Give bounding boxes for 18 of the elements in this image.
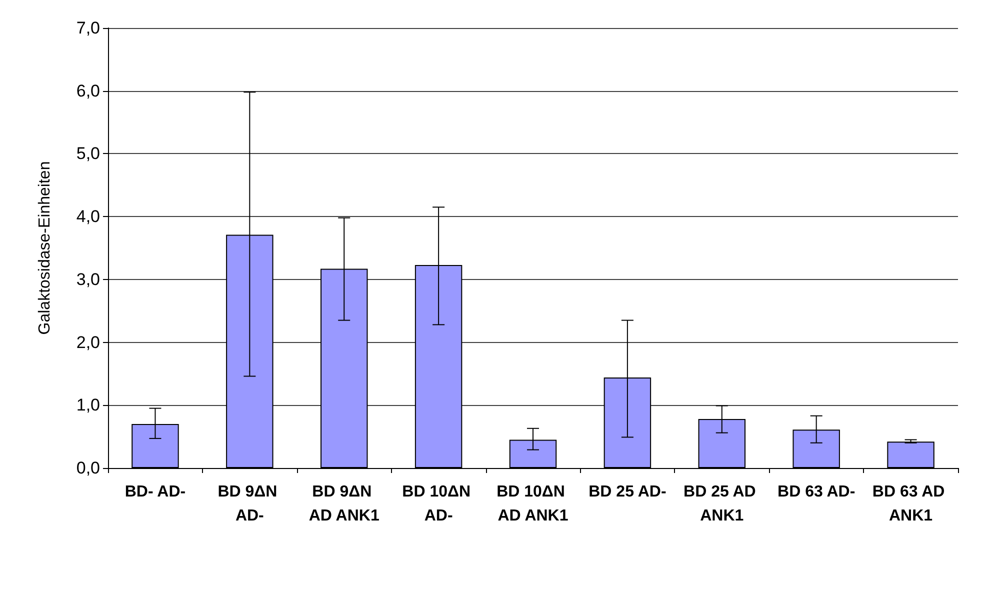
y-tick-label: 6,0 [76, 81, 100, 100]
y-axis-title: Galaktosidase-Einheiten [36, 161, 54, 335]
y-tick-label: 5,0 [76, 144, 100, 164]
y-tick-label: 3,0 [76, 270, 100, 289]
y-tick-label: 7,0 [76, 18, 100, 38]
x-tick-label: BD 9ΔN AD- [218, 484, 282, 524]
x-tick-label: BD 25 AD- [588, 484, 666, 500]
y-tick-label: 2,0 [76, 332, 100, 352]
x-tick-label: BD- AD- [124, 484, 186, 500]
y-tick-label: 1,0 [76, 396, 100, 415]
x-tick-label: BD 63 AD ANK1 [872, 484, 950, 524]
x-tick-label: BD 10ΔN AD ANK1 [496, 484, 570, 524]
y-tick-label: 0,0 [76, 458, 100, 478]
x-tick-label: BD 10ΔN AD- [402, 484, 475, 524]
x-tick-label: BD 25 AD ANK1 [684, 484, 760, 524]
x-tick-label: BD 9ΔN AD ANK1 [308, 484, 380, 524]
y-tick-label: 4,0 [76, 207, 100, 226]
x-tick-label: BD 63 AD- [778, 484, 856, 500]
